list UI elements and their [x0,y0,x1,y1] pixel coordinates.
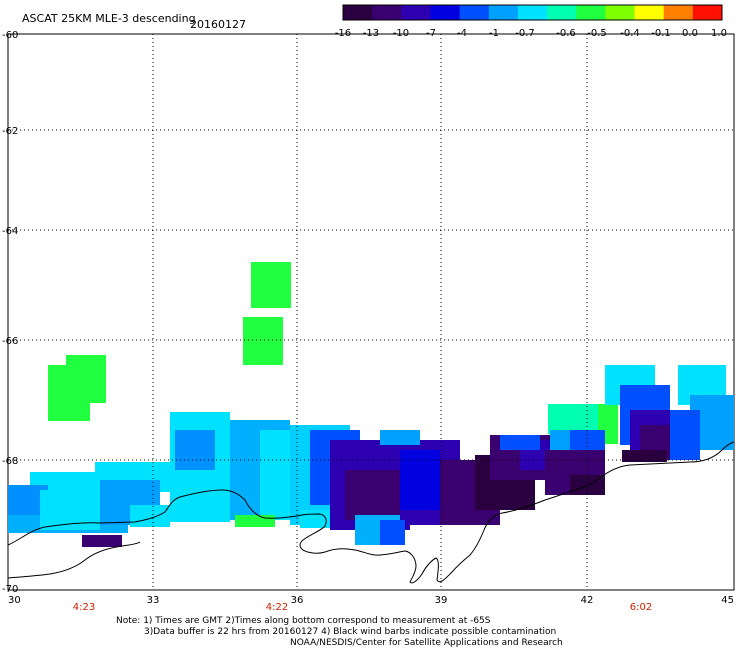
colorbar-swatch [343,5,373,20]
note-line-1: Note: 1) Times are GMT 2)Times along bot… [116,616,491,626]
colorbar-swatch [430,5,461,20]
data-cell [130,505,170,527]
colorbar-tick-label: -7 [426,28,436,39]
coastline-west [7,541,141,579]
gridlines [8,34,734,590]
time-label: 4:23 [73,602,95,613]
colorbar: -16 -13 -10 -7 -4 -1 -0.7 -0.6 -0.5 -0.4 -0.1 0.0 1.… [335,4,727,39]
data-cell [82,535,122,547]
colorbar-swatch [692,5,723,20]
colorbar-tick-label: -0.1 [651,28,671,39]
data-cell [400,450,440,510]
data-cell [66,355,106,403]
x-tick-label: 36 [291,595,304,606]
data-cell [235,515,275,527]
x-tick-label: 33 [147,595,160,606]
map-title: ASCAT 25KM MLE-3 descending [22,12,196,25]
colorbar-swatch [576,5,606,20]
y-tick-label: -64 [2,226,18,237]
colorbar-tick-label: 1.0 [711,28,727,39]
colorbar-swatch [663,5,694,20]
colorbar-swatch [372,5,402,20]
y-tick-label: -70 [2,584,18,595]
colorbar-tick-label: 0.0 [682,28,698,39]
x-tick-label: 45 [721,595,734,606]
colorbar-tick-label: -10 [393,28,409,39]
x-tick-label: 42 [581,595,594,606]
colorbar-swatch [459,5,490,20]
colorbar-swatch [401,5,431,20]
data-cell [622,450,667,462]
colorbar-tick-label: -0.5 [587,28,607,39]
colorbar-swatch [605,5,636,20]
colorbar-tick-label: -13 [363,28,379,39]
y-tick-label: -60 [2,30,18,41]
colorbar-tick-label: -4 [457,28,467,39]
y-tick-label: -68 [2,456,18,467]
colorbar-tick-label: -16 [335,28,351,39]
data-cell [380,430,420,445]
colorbar-tick-label: -0.4 [620,28,640,39]
axis-labels: 30 33 36 39 42 45 -60 -62 -64 -66 -68 -70 [2,30,734,606]
coastline [7,441,735,584]
note-line-2: 3)Data buffer is 22 hrs from 20160127 4)… [144,627,557,637]
y-tick-label: -62 [2,126,18,137]
data-cell [251,262,291,308]
data-cell [500,435,540,450]
colorbar-border [342,4,723,21]
data-cell [175,430,215,470]
y-tick-label: -66 [2,336,18,347]
time-labels: 4:23 4:22 6:02 [73,602,652,613]
data-cell [380,520,405,545]
colorbar-tick-label: -1 [489,28,499,39]
plot-frame [7,33,735,591]
colorbar-tick-label: -0.6 [556,28,576,39]
data-cell [670,410,700,460]
data-cells [8,262,734,547]
time-label: 4:22 [266,602,288,613]
data-cell [345,470,405,520]
colorbar-swatch [517,5,548,20]
colorbar-swatch [634,5,665,20]
time-label: 6:02 [630,602,652,613]
data-cell [560,430,605,450]
data-cell [548,404,603,434]
x-tick-label: 30 [8,595,21,606]
data-cell [550,430,570,450]
colorbar-swatch [547,5,577,20]
x-tick-label: 39 [435,595,448,606]
data-cell [243,317,283,365]
note-line-3: NOAA/NESDIS/Center for Satellite Applica… [290,638,563,648]
colorbar-swatch [488,5,519,20]
colorbar-tick-label: -0.7 [515,28,535,39]
map-date: 20160127 [190,18,246,31]
